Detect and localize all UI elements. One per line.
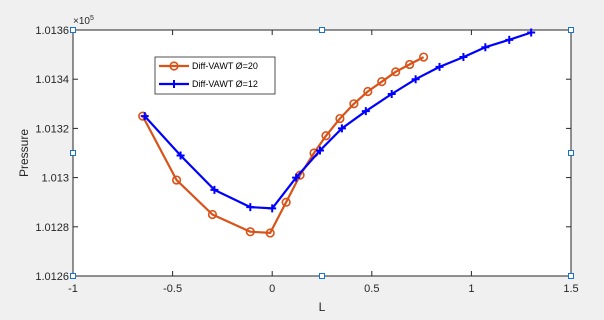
selection-handles [70,27,574,279]
series-2-point [505,35,514,44]
series-1-point [171,175,182,185]
y-tick-label: 1.0136 [35,25,69,37]
series-2-point [481,43,490,52]
series-2-point [316,146,325,155]
y-exponent-base: ×10 [73,16,90,27]
resize-handle[interactable] [319,27,325,33]
axis-ticks: -1 -0.5 0 0.5 1 1.5 1.0126 1.0128 1.013 1.0132 1.0… [35,25,578,295]
legend-marker-series-2 [170,80,178,88]
legend: Diff-VAWT Ø=20 Diff-VAWT Ø=12 [154,56,276,95]
x-axis-label: L [319,300,326,314]
series-1-point [377,77,387,87]
series-2-point [337,124,346,133]
series-2-point [176,151,185,160]
legend-label-series-1: Diff-VAWT Ø=20 [192,61,258,71]
x-tick-label: 0 [269,283,275,295]
series-1-point [363,86,373,97]
series-1-point [265,228,275,238]
series-2-point [292,173,301,182]
series-1-point [349,99,359,109]
series-layer [138,28,536,238]
resize-handle[interactable] [568,150,574,156]
series-line-2 [143,31,532,210]
y-tick-label: 1.0128 [35,222,69,234]
x-tick-label: 0.5 [364,283,379,295]
series-1-point [418,52,429,62]
series-1-point [321,131,331,141]
resize-handle[interactable] [70,273,76,279]
resize-handle[interactable] [568,273,574,279]
series-2-point [140,112,149,121]
x-tick-label: 1 [468,283,474,295]
y-exponent: ×105 [73,15,94,27]
legend-label-series-2: Diff-VAWT Ø=12 [192,79,258,89]
series-2-point [387,89,396,98]
series-2-point [268,204,277,213]
x-tick-label: -0.5 [163,283,182,295]
series-2-point [411,75,420,84]
y-exponent-power: 5 [90,15,94,22]
series-1-point [207,209,218,220]
y-tick-label: 1.0126 [35,271,69,283]
series-2-point [435,62,444,71]
series-1-point [391,67,401,77]
y-tick-label: 1.0134 [35,74,69,86]
x-tick-label: 1.5 [563,283,578,295]
series-2-point [527,28,536,37]
resize-handle[interactable] [568,27,574,33]
series-1-point [335,113,345,124]
series-2-point [246,203,255,212]
y-tick-label: 1.0132 [35,123,69,135]
y-tick-label: 1.013 [41,173,69,185]
series-1-point [245,227,255,237]
series-2-point [361,107,370,116]
x-tick-label: -1 [68,283,78,295]
y-axis-label: Pressure [17,129,31,177]
plot-area [72,29,572,277]
resize-handle[interactable] [70,150,76,156]
series-2-point [459,53,468,62]
series-2-point [210,185,219,194]
series-line-1 [141,56,425,234]
series-1-point [405,59,415,70]
series-1-point [281,197,291,207]
legend-marker-series-1 [169,61,179,71]
resize-handle[interactable] [319,273,325,279]
resize-handle[interactable] [70,27,76,33]
